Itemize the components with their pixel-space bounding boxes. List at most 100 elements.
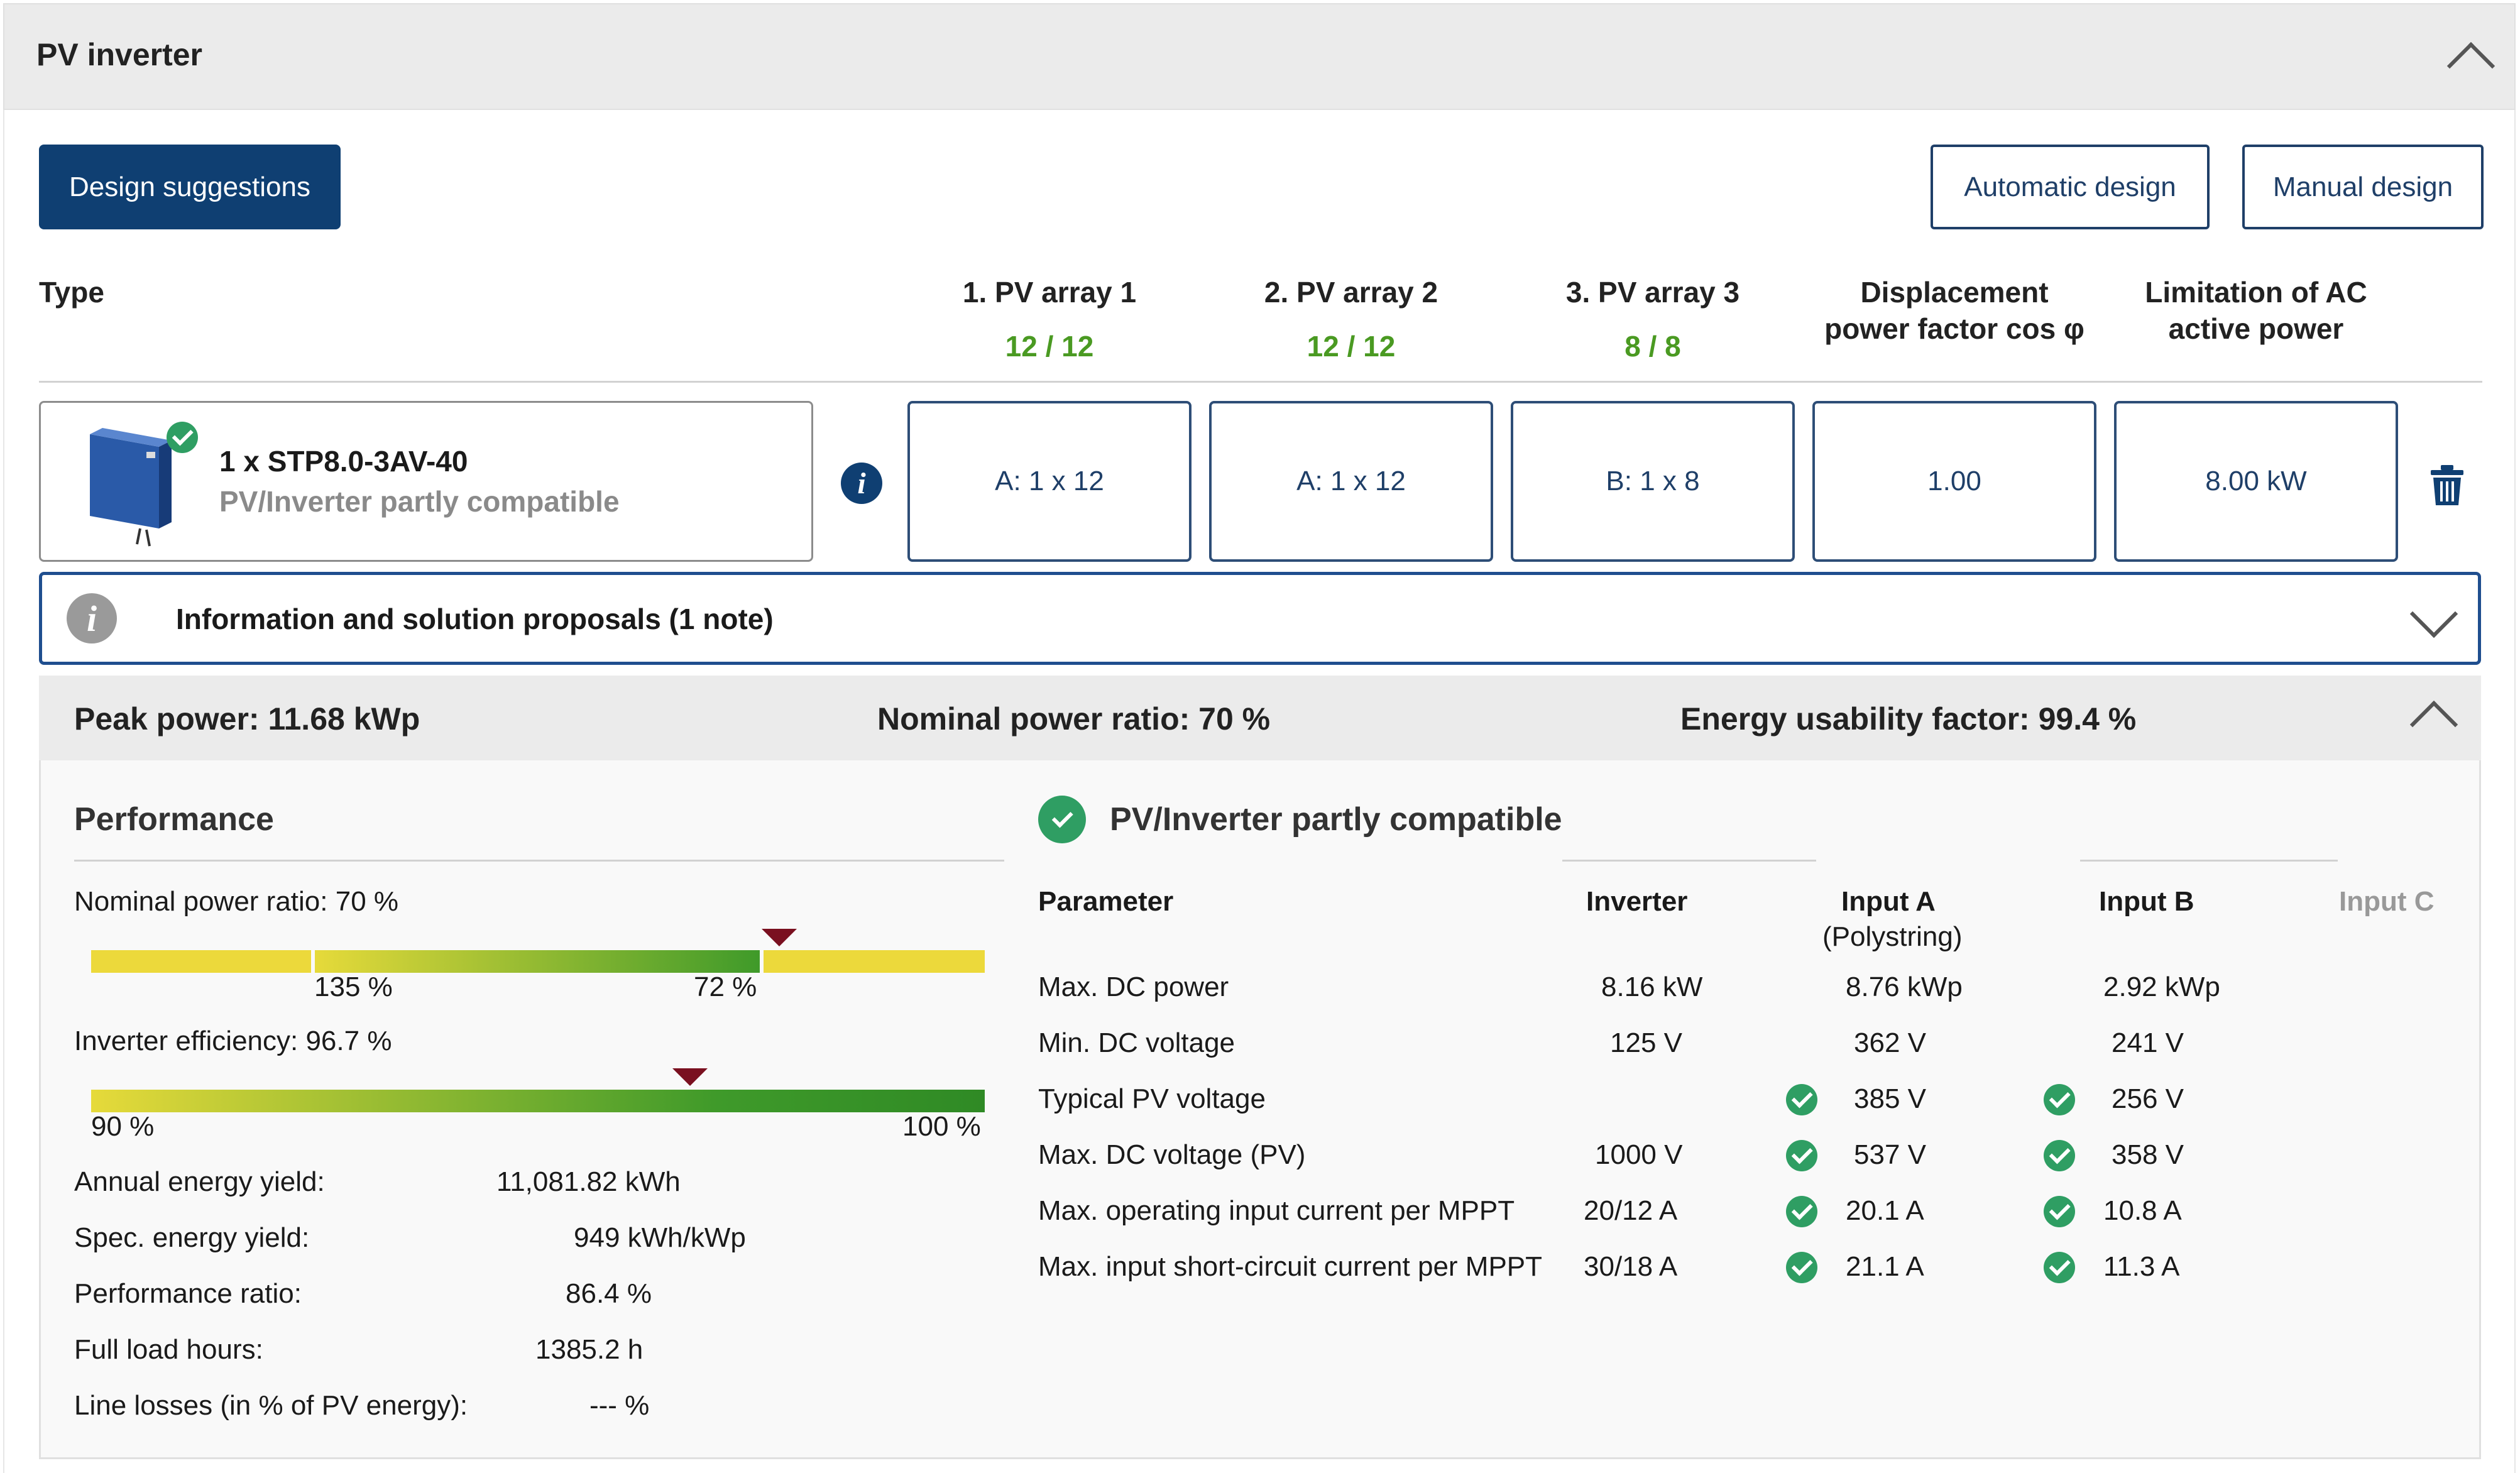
inverter-cell: 125 V <box>1610 1027 1682 1058</box>
check-icon <box>1786 1140 1817 1171</box>
param-cell: Max. input short-circuit current per MPP… <box>1038 1251 1543 1282</box>
inverter-cell: 30/18 A <box>1584 1251 1678 1282</box>
inverter-compat-status: PV/Inverter partly compatible <box>219 485 620 518</box>
perf-row-value: 1385.2 h <box>535 1334 644 1365</box>
displacement-cell[interactable]: 1.00 <box>1812 401 2096 562</box>
input-b-cell: 11.3 A <box>2103 1251 2180 1282</box>
limitation-cell[interactable]: 8.00 kW <box>2114 401 2398 562</box>
trash-icon[interactable] <box>2430 465 2465 507</box>
limitation-header-line1: Limitation of AC <box>2145 276 2367 309</box>
compatible-check-icon <box>167 422 198 453</box>
limitation-header: Limitation of AC active power <box>2099 274 2413 347</box>
efficiency-marker <box>672 1068 708 1086</box>
perf-row-label: Performance ratio: <box>74 1278 302 1309</box>
perf-row-label: Spec. energy yield: <box>74 1222 310 1253</box>
nominal-ratio-marker <box>761 929 797 946</box>
type-column-header: Type <box>39 276 104 309</box>
displacement-header-line1: Displacement <box>1860 276 2049 309</box>
input-a-cell: 8.76 kWp <box>1846 972 1963 1002</box>
input-c-header: Input C <box>2339 886 2435 917</box>
header-divider <box>39 381 2482 383</box>
info-icon[interactable]: i <box>841 463 882 504</box>
pv-array-2-cell[interactable]: A: 1 x 12 <box>1209 401 1493 562</box>
input-a-cell: 537 V <box>1854 1139 1926 1170</box>
input-b-cell: 256 V <box>2112 1083 2184 1114</box>
info-gray-icon: i <box>67 593 117 643</box>
input-a-cell: 385 V <box>1854 1083 1926 1114</box>
pv-array-2-header: 2. PV array 2 <box>1264 276 1438 309</box>
inverter-cell: 20/12 A <box>1584 1195 1678 1226</box>
check-icon <box>2044 1084 2075 1115</box>
param-header: Parameter <box>1038 886 1174 917</box>
automatic-design-button[interactable]: Automatic design <box>1931 145 2210 229</box>
check-icon <box>1786 1084 1817 1115</box>
perf-row-value: --- % <box>589 1390 650 1421</box>
check-icon <box>2044 1140 2075 1171</box>
input-b-cell: 10.8 A <box>2103 1195 2182 1226</box>
energy-usability-summary: Energy usability factor: 99.4 % <box>1680 701 2137 737</box>
panel-body <box>3 110 2516 1473</box>
check-icon <box>2044 1196 2075 1227</box>
param-cell: Typical PV voltage <box>1038 1083 1266 1114</box>
input-b-cell: 241 V <box>2112 1027 2184 1058</box>
info-solution-proposals-bar[interactable] <box>39 572 2481 665</box>
panel-header[interactable] <box>3 3 2516 110</box>
inverter-device-icon <box>90 428 172 547</box>
displacement-header: Displacement power factor cos φ <box>1797 274 2112 347</box>
check-icon <box>1786 1252 1817 1283</box>
design-suggestions-button[interactable]: Design suggestions <box>39 145 341 229</box>
pv-array-1-count: 12 / 12 <box>1005 330 1094 363</box>
perf-row-label: Full load hours: <box>74 1334 263 1365</box>
inverter-cell: 1000 V <box>1595 1139 1683 1170</box>
nominal-ratio-bar <box>91 950 985 973</box>
pv-array-1-header: 1. PV array 1 <box>962 276 1137 309</box>
input-b-cell: 358 V <box>2112 1139 2184 1170</box>
summary-bar[interactable] <box>39 676 2481 760</box>
input-b-cell: 2.92 kWp <box>2103 972 2220 1002</box>
input-b-header: Input B <box>2099 886 2194 917</box>
compat-title: PV/Inverter partly compatible <box>1110 801 1562 838</box>
compat-divider <box>1562 860 1816 862</box>
perf-row-value: 86.4 % <box>566 1278 652 1309</box>
perf-row-label: Annual energy yield: <box>74 1166 325 1197</box>
inverter-name: 1 x STP8.0-3AV-40 <box>219 445 468 478</box>
performance-divider <box>74 860 1004 862</box>
input-a-header: Input A <box>1841 886 1936 917</box>
nominal-bar-right-label: 72 % <box>694 972 757 1002</box>
inverter-efficiency-label: Inverter efficiency: 96.7 % <box>74 1026 392 1056</box>
performance-title: Performance <box>74 801 274 838</box>
displacement-header-line2: power factor cos φ <box>1824 312 2084 345</box>
info-bar-label: Information and solution proposals (1 no… <box>176 603 774 635</box>
check-icon <box>2044 1252 2075 1283</box>
perf-row-value: 11,081.82 kWh <box>496 1166 681 1197</box>
param-cell: Max. operating input current per MPPT <box>1038 1195 1515 1226</box>
nominal-bar-left-label: 135 % <box>314 972 393 1002</box>
nominal-ratio-summary: Nominal power ratio: 70 % <box>877 701 1271 737</box>
peak-power-summary: Peak power: 11.68 kWp <box>74 701 420 737</box>
pv-array-2-count: 12 / 12 <box>1307 330 1396 363</box>
compat-check-icon <box>1038 796 1086 843</box>
input-a-cell: 362 V <box>1854 1027 1926 1058</box>
pv-array-3-header: 3. PV array 3 <box>1565 276 1740 309</box>
inverter-type-card[interactable]: 1 x STP8.0-3AV-40 PV/Inverter partly com… <box>39 401 813 562</box>
pv-array-1-cell[interactable]: A: 1 x 12 <box>907 401 1192 562</box>
inverter-cell: 8.16 kW <box>1601 972 1703 1002</box>
pv-array-3-count: 8 / 8 <box>1624 330 1681 363</box>
manual-design-button[interactable]: Manual design <box>2242 145 2484 229</box>
efficiency-min-label: 90 % <box>91 1111 155 1142</box>
limitation-header-line2: active power <box>2168 312 2344 345</box>
input-a-cell: 21.1 A <box>1846 1251 1924 1282</box>
compat-divider <box>2080 860 2338 862</box>
inverter-header: Inverter <box>1586 886 1688 917</box>
panel-title: PV inverter <box>36 37 203 72</box>
perf-row-value: 949 kWh/kWp <box>574 1222 746 1253</box>
perf-row-label: Line losses (in % of PV energy): <box>74 1390 468 1421</box>
param-cell: Max. DC power <box>1038 972 1229 1002</box>
check-icon <box>1786 1196 1817 1227</box>
param-cell: Min. DC voltage <box>1038 1027 1235 1058</box>
pv-array-3-cell[interactable]: B: 1 x 8 <box>1511 401 1795 562</box>
input-a-cell: 20.1 A <box>1846 1195 1924 1226</box>
nominal-ratio-label: Nominal power ratio: 70 % <box>74 886 399 917</box>
param-cell: Max. DC voltage (PV) <box>1038 1139 1306 1170</box>
efficiency-max-label: 100 % <box>902 1111 981 1142</box>
